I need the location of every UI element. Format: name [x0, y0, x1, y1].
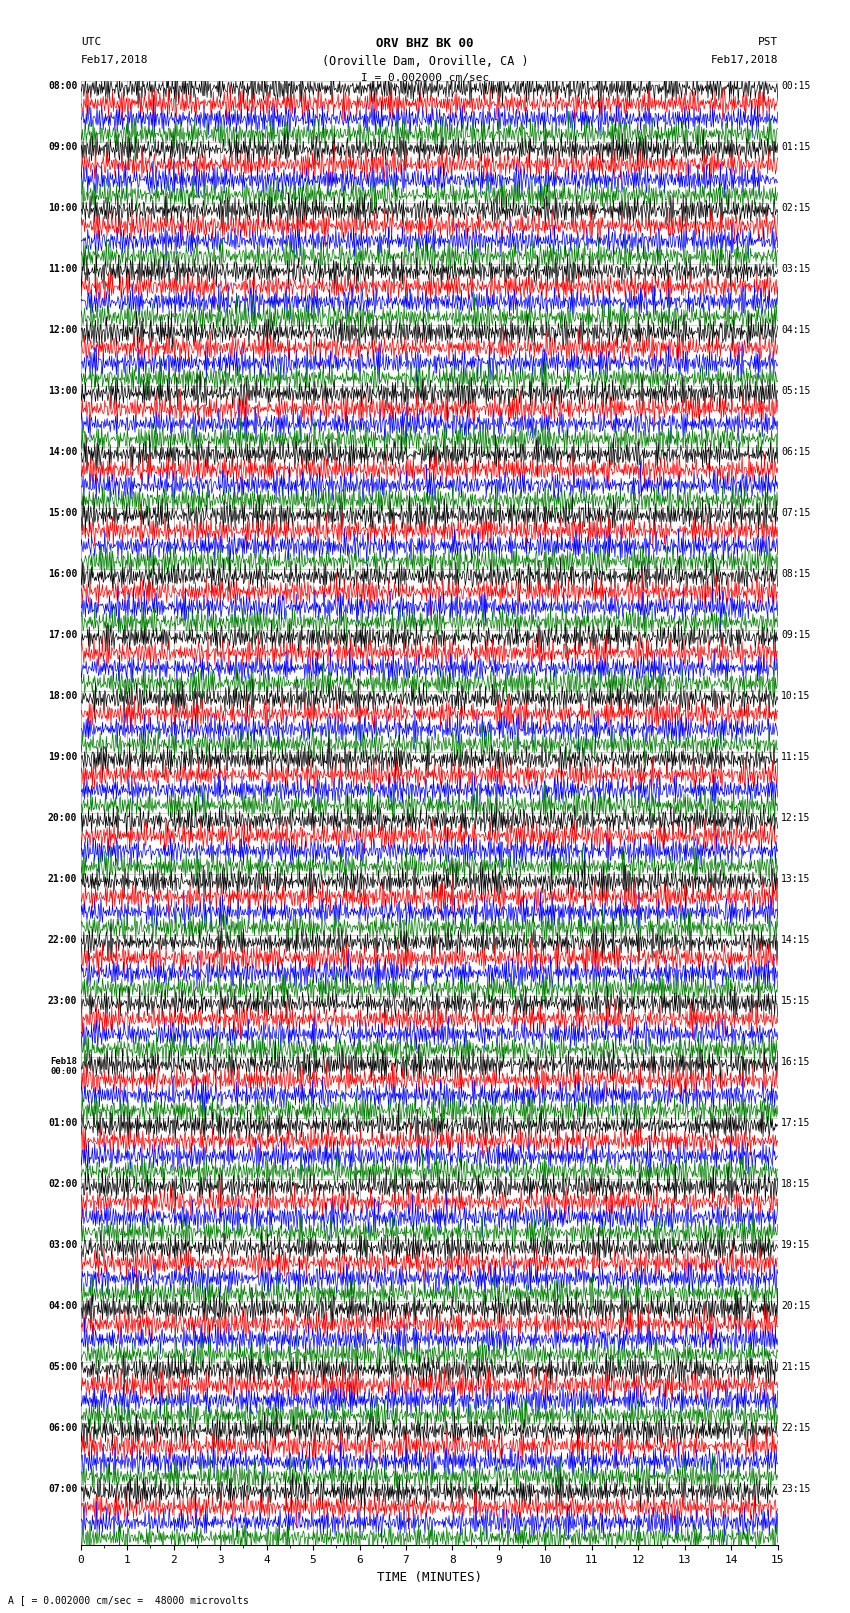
- Text: 06:15: 06:15: [781, 447, 811, 456]
- Text: 10:15: 10:15: [781, 690, 811, 702]
- Text: 17:15: 17:15: [781, 1118, 811, 1127]
- Text: 18:15: 18:15: [781, 1179, 811, 1189]
- Text: 18:00: 18:00: [48, 690, 77, 702]
- Text: 12:15: 12:15: [781, 813, 811, 823]
- Text: Feb18
00:00: Feb18 00:00: [50, 1057, 77, 1076]
- Text: 12:00: 12:00: [48, 324, 77, 336]
- Text: 17:00: 17:00: [48, 631, 77, 640]
- Text: 15:15: 15:15: [781, 997, 811, 1007]
- Text: 13:00: 13:00: [48, 386, 77, 395]
- X-axis label: TIME (MINUTES): TIME (MINUTES): [377, 1571, 482, 1584]
- Text: 15:00: 15:00: [48, 508, 77, 518]
- Text: 02:00: 02:00: [48, 1179, 77, 1189]
- Text: 05:15: 05:15: [781, 386, 811, 395]
- Text: 13:15: 13:15: [781, 874, 811, 884]
- Text: 21:15: 21:15: [781, 1361, 811, 1373]
- Text: 19:00: 19:00: [48, 752, 77, 761]
- Text: 19:15: 19:15: [781, 1240, 811, 1250]
- Text: 02:15: 02:15: [781, 203, 811, 213]
- Text: 07:00: 07:00: [48, 1484, 77, 1494]
- Text: 11:15: 11:15: [781, 752, 811, 761]
- Text: 16:00: 16:00: [48, 569, 77, 579]
- Text: 06:00: 06:00: [48, 1423, 77, 1434]
- Text: Feb17,2018: Feb17,2018: [81, 55, 148, 65]
- Text: 03:00: 03:00: [48, 1240, 77, 1250]
- Text: I = 0.002000 cm/sec: I = 0.002000 cm/sec: [361, 73, 489, 82]
- Text: 00:15: 00:15: [781, 81, 811, 90]
- Text: 22:00: 22:00: [48, 936, 77, 945]
- Text: 23:00: 23:00: [48, 997, 77, 1007]
- Text: 20:00: 20:00: [48, 813, 77, 823]
- Text: PST: PST: [757, 37, 778, 47]
- Text: 23:15: 23:15: [781, 1484, 811, 1494]
- Text: 07:15: 07:15: [781, 508, 811, 518]
- Text: 14:00: 14:00: [48, 447, 77, 456]
- Text: 09:15: 09:15: [781, 631, 811, 640]
- Text: 10:00: 10:00: [48, 203, 77, 213]
- Text: 22:15: 22:15: [781, 1423, 811, 1434]
- Text: UTC: UTC: [81, 37, 101, 47]
- Text: 04:15: 04:15: [781, 324, 811, 336]
- Text: 20:15: 20:15: [781, 1302, 811, 1311]
- Text: 01:00: 01:00: [48, 1118, 77, 1127]
- Text: 21:00: 21:00: [48, 874, 77, 884]
- Text: ORV BHZ BK 00: ORV BHZ BK 00: [377, 37, 473, 50]
- Text: 08:15: 08:15: [781, 569, 811, 579]
- Text: 11:00: 11:00: [48, 265, 77, 274]
- Text: 16:15: 16:15: [781, 1057, 811, 1068]
- Text: 03:15: 03:15: [781, 265, 811, 274]
- Text: 08:00: 08:00: [48, 81, 77, 90]
- Text: 01:15: 01:15: [781, 142, 811, 152]
- Text: Feb17,2018: Feb17,2018: [711, 55, 778, 65]
- Text: 04:00: 04:00: [48, 1302, 77, 1311]
- Text: A [ = 0.002000 cm/sec =  48000 microvolts: A [ = 0.002000 cm/sec = 48000 microvolts: [8, 1595, 249, 1605]
- Text: 09:00: 09:00: [48, 142, 77, 152]
- Text: 05:00: 05:00: [48, 1361, 77, 1373]
- Text: (Oroville Dam, Oroville, CA ): (Oroville Dam, Oroville, CA ): [321, 55, 529, 68]
- Text: 14:15: 14:15: [781, 936, 811, 945]
